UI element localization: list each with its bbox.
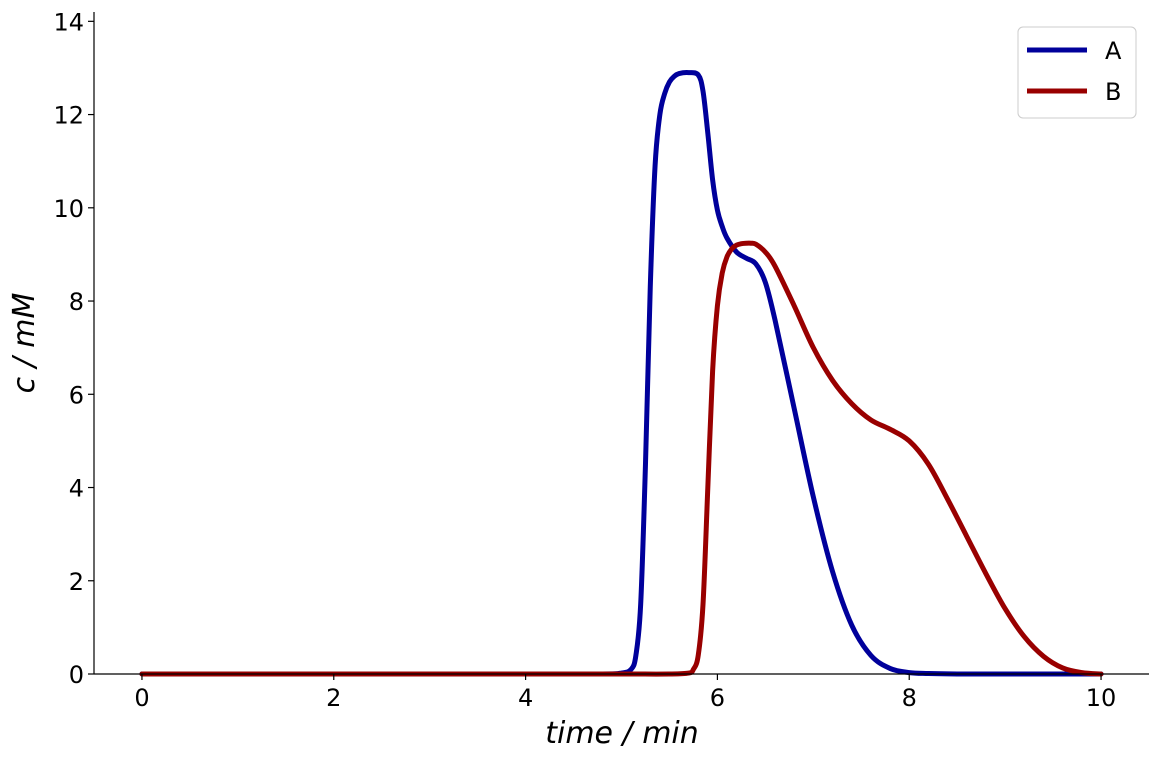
x-tick-label: 4 [518,684,533,712]
y-axis-title: c / mM [7,292,42,393]
y-tick-label: 2 [69,568,84,596]
y-tick-label: 4 [69,475,84,503]
legend: AB [1017,26,1137,119]
axes-layer [93,12,1149,675]
x-tick-label: 10 [1086,684,1117,712]
x-tick-label: 6 [710,684,725,712]
ticks-layer: 0 2 4 6 8 10 0 2 4 6 8 10 12 14 [53,8,1116,712]
series-line-a [139,70,1104,677]
x-tick-label: 0 [134,684,149,712]
y-tick-label: 14 [53,8,84,36]
series-layer [139,70,1104,677]
x-tick-label: 2 [326,684,341,712]
y-tick-label: 10 [53,195,84,223]
y-tick-label: 8 [69,288,84,316]
y-tick-label: 0 [69,661,84,689]
x-tick-label: 8 [902,684,917,712]
legend-label-a: A [1105,37,1122,65]
y-tick-label: 6 [69,381,84,409]
series-line-b [139,240,1104,677]
y-tick-label: 12 [53,102,84,130]
x-axis-title: time / min [545,716,699,751]
legend-label-b: B [1105,78,1121,106]
